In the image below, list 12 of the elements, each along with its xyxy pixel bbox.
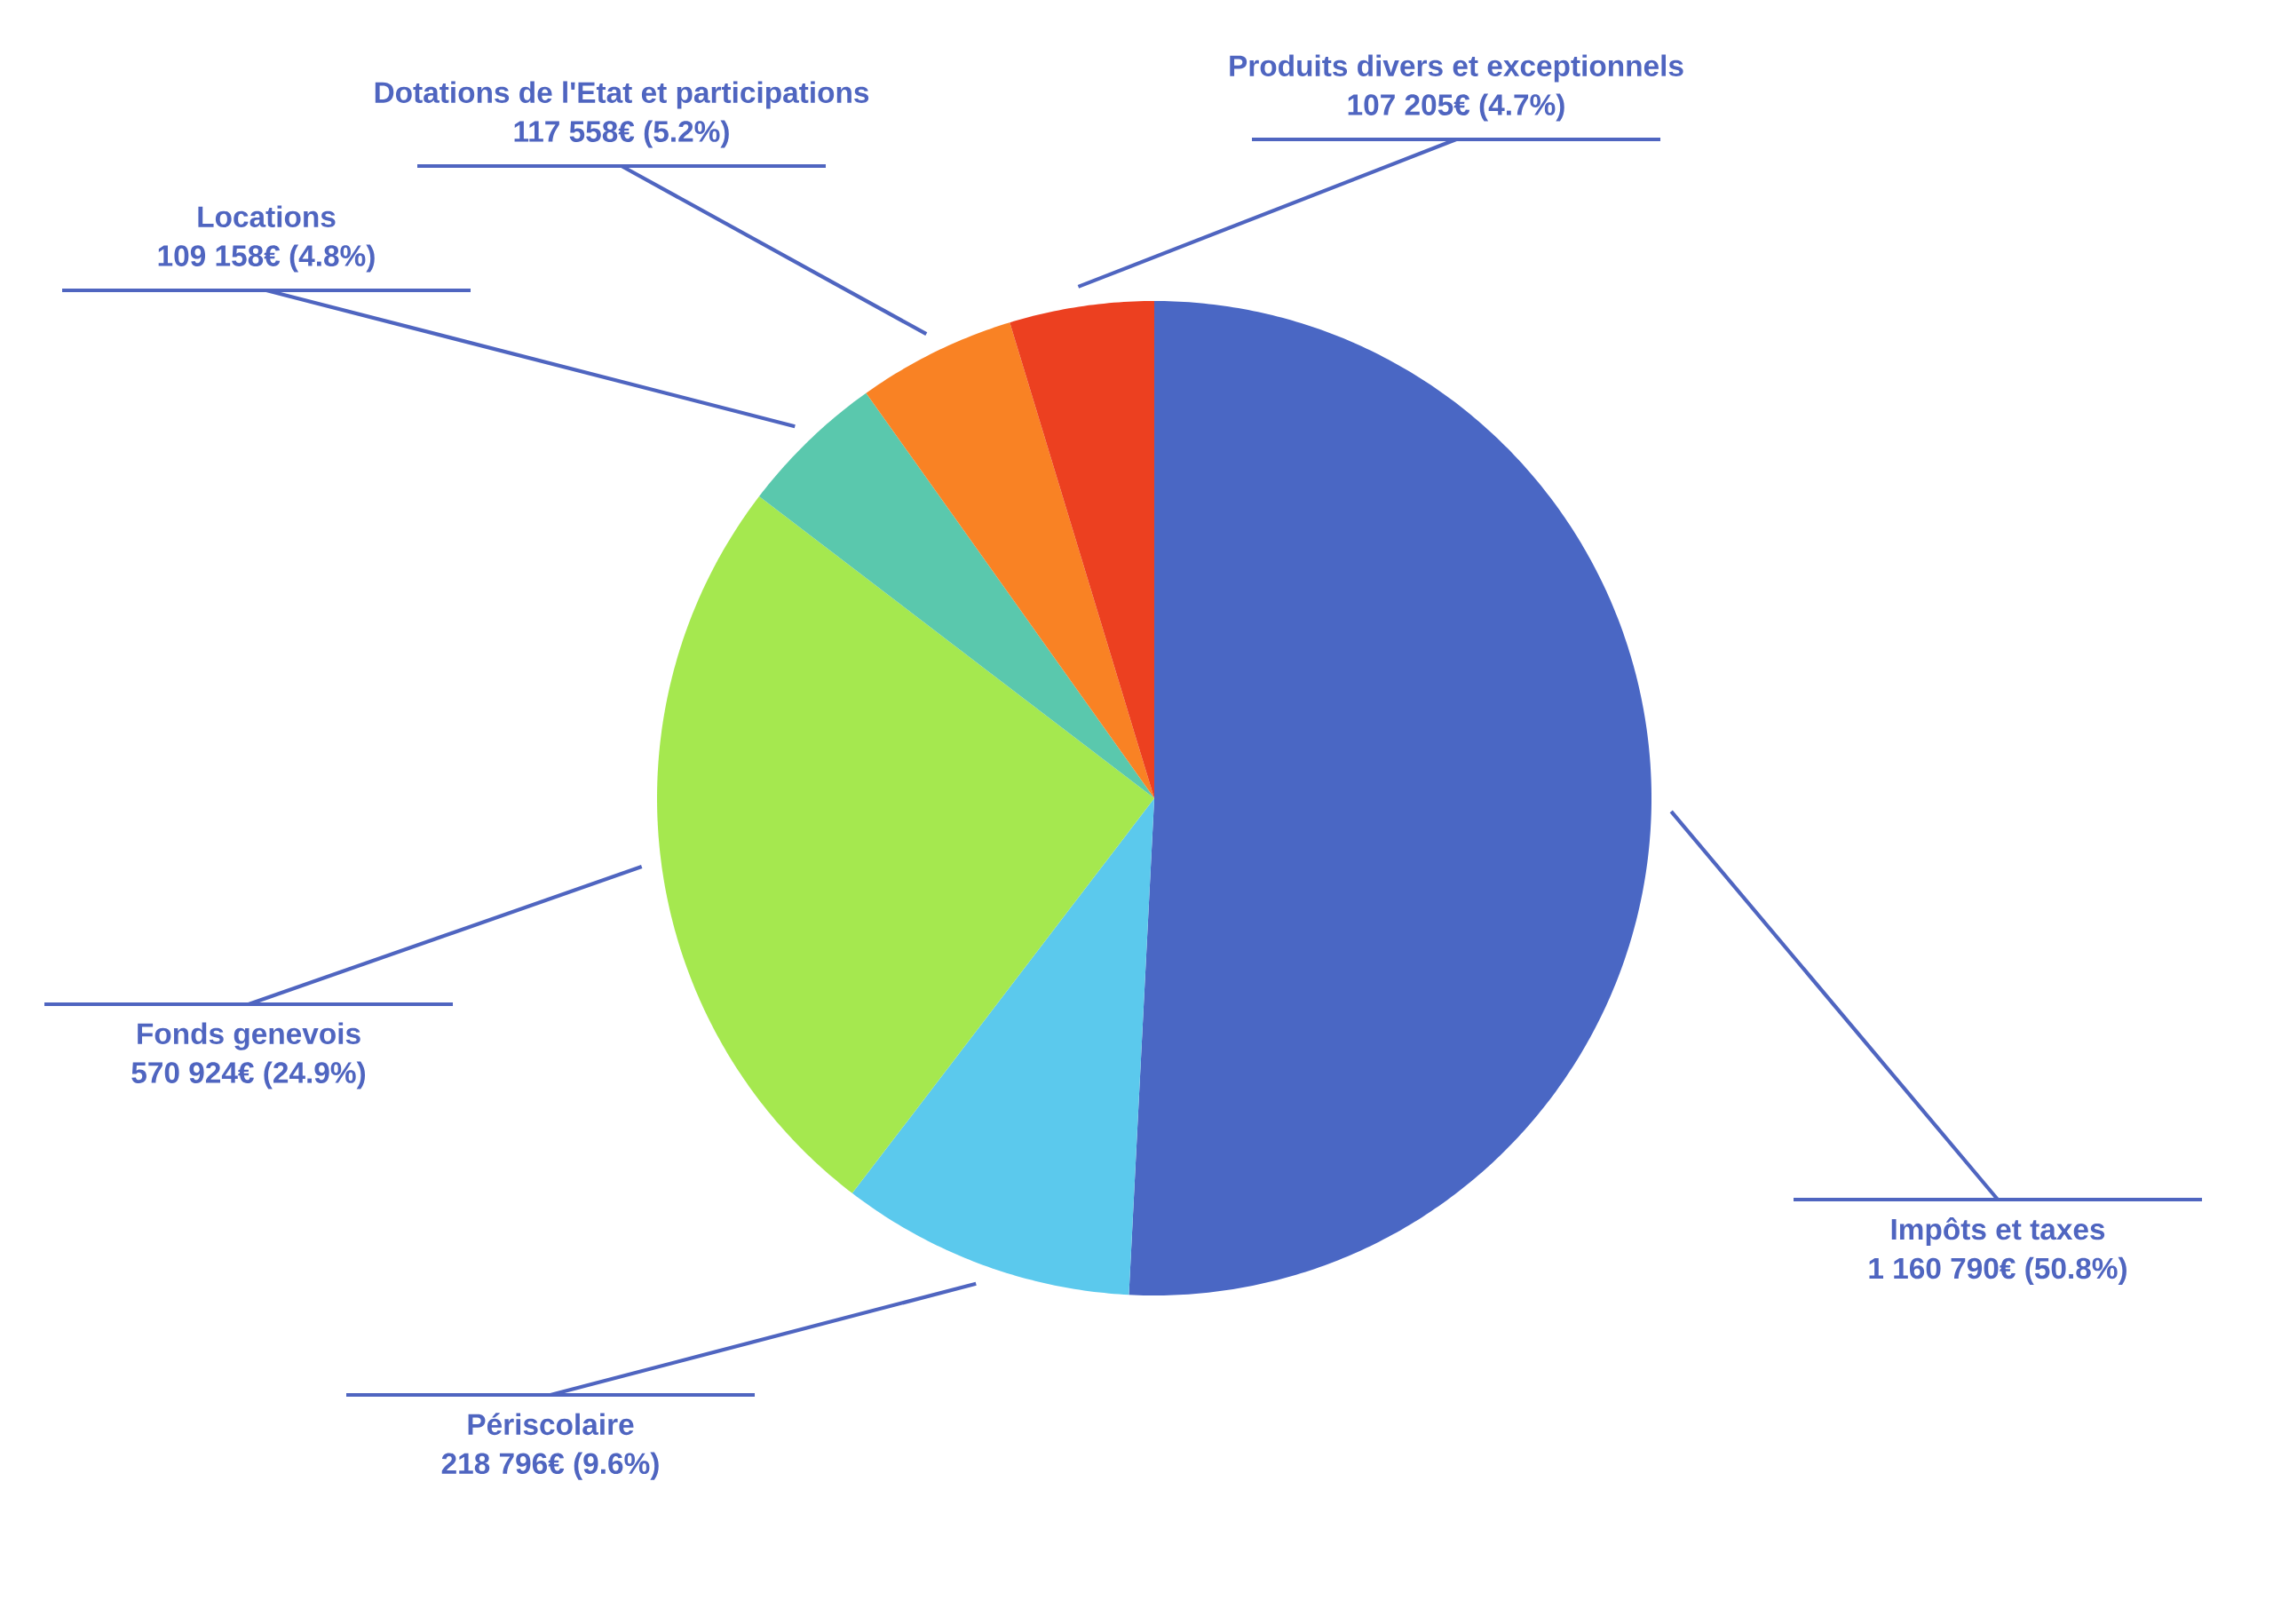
slice-label: Produits divers et exceptionnels <box>1230 54 1683 83</box>
data-label: 109 158€ (4.8%) <box>158 244 375 273</box>
data-label: 107 205€ (4.7%) <box>1348 93 1564 122</box>
data-label: 570 924€ (24.9%) <box>131 1061 366 1089</box>
slice-label: Impôts et taxes <box>1891 1217 2105 1246</box>
slice-label: Fonds genevois <box>138 1022 360 1050</box>
slice-label: Périscolaire <box>468 1413 634 1436</box>
slice-label: Dotations de l'Etat et participations <box>375 81 869 109</box>
data-label: 1 160 790€ (50.8%) <box>1869 1256 2126 1285</box>
data-label: 117 558€ (5.2%) <box>514 120 729 148</box>
slice-label: Locations <box>198 205 336 227</box>
data-label: 218 796€ (9.6%) <box>441 1452 659 1480</box>
